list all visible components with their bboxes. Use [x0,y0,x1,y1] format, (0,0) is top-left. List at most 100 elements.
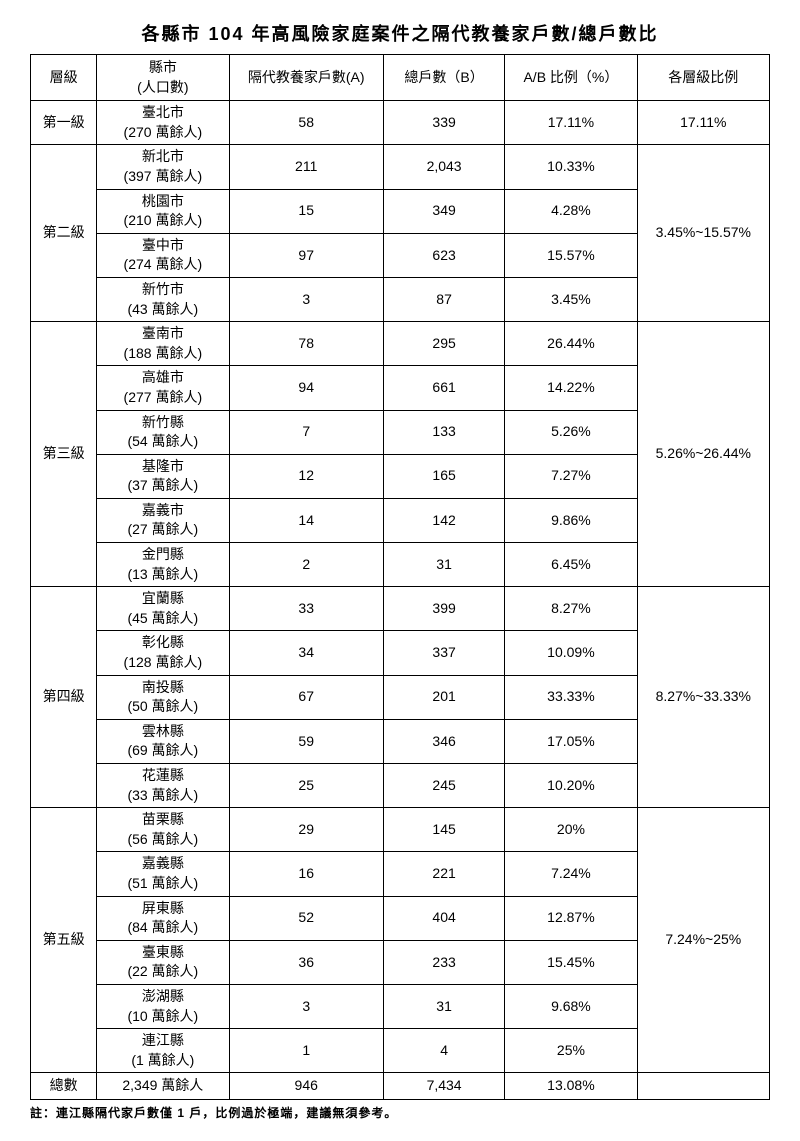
table-row: 第五級苗栗縣 (56 萬餘人)2914520%7.24%~25% [31,808,770,852]
value-cell: 14.22% [505,366,637,410]
city-cell: 臺南市 (188 萬餘人) [97,322,229,366]
value-cell: 142 [383,498,504,542]
city-cell: 澎湖縣 (10 萬餘人) [97,984,229,1028]
city-cell: 金門縣 (13 萬餘人) [97,543,229,587]
value-cell: 7.27% [505,454,637,498]
value-cell: 3.45% [505,277,637,321]
value-cell: 78 [229,322,383,366]
city-cell: 臺中市 (274 萬餘人) [97,233,229,277]
city-cell: 臺東縣 (22 萬餘人) [97,940,229,984]
table-row: 第四級宜蘭縣 (45 萬餘人)333998.27%8.27%~33.33% [31,587,770,631]
value-cell: 9.68% [505,984,637,1028]
value-cell: 17.11% [505,101,637,145]
value-cell: 29 [229,808,383,852]
value-cell: 211 [229,145,383,189]
value-cell: 661 [383,366,504,410]
header-ratio: A/B 比例（%） [505,55,637,101]
level-cell: 第二級 [31,145,97,322]
value-cell: 33.33% [505,675,637,719]
city-cell: 南投縣 (50 萬餘人) [97,675,229,719]
city-cell: 屏東縣 (84 萬餘人) [97,896,229,940]
value-cell: 15.57% [505,233,637,277]
value-cell: 5.26% [505,410,637,454]
value-cell: 7 [229,410,383,454]
city-cell: 彰化縣 (128 萬餘人) [97,631,229,675]
value-cell: 10.09% [505,631,637,675]
value-cell: 349 [383,189,504,233]
data-table: 層級 縣市 (人口數) 隔代教養家戶數(A) 總戶數（B） A/B 比例（%） … [30,54,770,1100]
value-cell: 17.05% [505,719,637,763]
value-cell: 12.87% [505,896,637,940]
total-row: 總數2,349 萬餘人9467,43413.08% [31,1073,770,1100]
header-level-ratio: 各層級比例 [637,55,769,101]
value-cell: 25% [505,1029,637,1073]
total-cell: 946 [229,1073,383,1100]
value-cell: 20% [505,808,637,852]
value-cell: 339 [383,101,504,145]
total-cell [637,1073,769,1100]
value-cell: 221 [383,852,504,896]
value-cell: 36 [229,940,383,984]
value-cell: 233 [383,940,504,984]
header-col-a: 隔代教養家戶數(A) [229,55,383,101]
city-cell: 新竹縣 (54 萬餘人) [97,410,229,454]
city-cell: 高雄市 (277 萬餘人) [97,366,229,410]
value-cell: 2 [229,543,383,587]
value-cell: 10.20% [505,764,637,808]
value-cell: 337 [383,631,504,675]
value-cell: 31 [383,543,504,587]
city-cell: 連江縣 (1 萬餘人) [97,1029,229,1073]
value-cell: 15.45% [505,940,637,984]
value-cell: 14 [229,498,383,542]
value-cell: 33 [229,587,383,631]
header-row: 層級 縣市 (人口數) 隔代教養家戶數(A) 總戶數（B） A/B 比例（%） … [31,55,770,101]
city-cell: 嘉義縣 (51 萬餘人) [97,852,229,896]
value-cell: 12 [229,454,383,498]
city-cell: 花蓮縣 (33 萬餘人) [97,764,229,808]
value-cell: 399 [383,587,504,631]
value-cell: 31 [383,984,504,1028]
city-cell: 新北市 (397 萬餘人) [97,145,229,189]
level-cell: 第三級 [31,322,97,587]
value-cell: 6.45% [505,543,637,587]
value-cell: 87 [383,277,504,321]
page-title: 各縣市 104 年高風險家庭案件之隔代教養家戶數/總戶數比 [30,20,770,46]
header-level: 層級 [31,55,97,101]
city-cell: 宜蘭縣 (45 萬餘人) [97,587,229,631]
value-cell: 165 [383,454,504,498]
value-cell: 145 [383,808,504,852]
value-cell: 404 [383,896,504,940]
value-cell: 15 [229,189,383,233]
value-cell: 2,043 [383,145,504,189]
level-ratio-cell: 17.11% [637,101,769,145]
value-cell: 59 [229,719,383,763]
total-cell: 7,434 [383,1073,504,1100]
table-row: 第二級新北市 (397 萬餘人)2112,04310.33%3.45%~15.5… [31,145,770,189]
value-cell: 133 [383,410,504,454]
value-cell: 1 [229,1029,383,1073]
header-col-b: 總戶數（B） [383,55,504,101]
value-cell: 346 [383,719,504,763]
value-cell: 4 [383,1029,504,1073]
level-ratio-cell: 8.27%~33.33% [637,587,769,808]
city-cell: 桃園市 (210 萬餘人) [97,189,229,233]
value-cell: 67 [229,675,383,719]
city-cell: 苗栗縣 (56 萬餘人) [97,808,229,852]
value-cell: 3 [229,984,383,1028]
table-row: 第一級臺北市 (270 萬餘人)5833917.11%17.11% [31,101,770,145]
value-cell: 52 [229,896,383,940]
value-cell: 9.86% [505,498,637,542]
table-row: 第三級臺南市 (188 萬餘人)7829526.44%5.26%~26.44% [31,322,770,366]
value-cell: 25 [229,764,383,808]
total-cell: 13.08% [505,1073,637,1100]
value-cell: 94 [229,366,383,410]
level-ratio-cell: 7.24%~25% [637,808,769,1073]
value-cell: 7.24% [505,852,637,896]
value-cell: 4.28% [505,189,637,233]
footnote: 註：連江縣隔代家戶數僅 1 戶，比例過於極端，建議無須參考。 [30,1104,770,1121]
value-cell: 201 [383,675,504,719]
value-cell: 26.44% [505,322,637,366]
city-cell: 嘉義市 (27 萬餘人) [97,498,229,542]
level-cell: 第一級 [31,101,97,145]
city-cell: 雲林縣 (69 萬餘人) [97,719,229,763]
